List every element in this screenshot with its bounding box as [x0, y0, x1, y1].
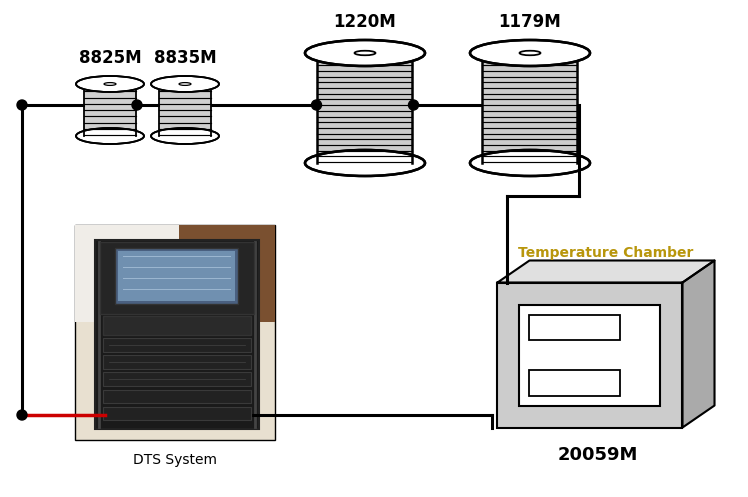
- Ellipse shape: [151, 76, 219, 92]
- Bar: [103, 407, 251, 420]
- Text: DTS System: DTS System: [133, 453, 217, 467]
- Ellipse shape: [305, 40, 425, 66]
- Ellipse shape: [104, 83, 116, 85]
- Bar: [103, 372, 251, 386]
- Text: 8825M: 8825M: [79, 49, 141, 67]
- Bar: [103, 355, 251, 369]
- Bar: [114, 248, 238, 304]
- Bar: [84, 84, 136, 136]
- Circle shape: [132, 100, 142, 110]
- Circle shape: [17, 100, 27, 110]
- Bar: [497, 282, 682, 427]
- Ellipse shape: [151, 128, 219, 144]
- Bar: [159, 84, 211, 136]
- Bar: [179, 225, 275, 322]
- Bar: [482, 53, 577, 163]
- Ellipse shape: [355, 51, 375, 55]
- Bar: [117, 250, 235, 301]
- Bar: [530, 315, 621, 340]
- Circle shape: [311, 100, 322, 110]
- Bar: [520, 305, 660, 406]
- Text: 1179M: 1179M: [499, 13, 562, 31]
- Bar: [95, 240, 259, 429]
- Bar: [317, 53, 412, 163]
- Ellipse shape: [179, 83, 191, 85]
- Polygon shape: [497, 260, 714, 282]
- Polygon shape: [682, 260, 714, 427]
- Circle shape: [408, 100, 418, 110]
- Ellipse shape: [520, 51, 541, 55]
- FancyBboxPatch shape: [100, 242, 254, 314]
- Bar: [103, 316, 251, 334]
- Bar: [530, 370, 621, 396]
- Bar: [75, 225, 179, 322]
- Ellipse shape: [76, 76, 144, 92]
- Text: 8835M: 8835M: [153, 49, 216, 67]
- Ellipse shape: [76, 128, 144, 144]
- Text: 20059M: 20059M: [558, 446, 638, 465]
- Text: Temperature Chamber: Temperature Chamber: [518, 246, 693, 259]
- Ellipse shape: [305, 150, 425, 176]
- Ellipse shape: [470, 40, 590, 66]
- Bar: [103, 390, 251, 403]
- Bar: [75, 225, 275, 440]
- Ellipse shape: [470, 150, 590, 176]
- Bar: [103, 338, 251, 352]
- Circle shape: [17, 410, 27, 420]
- Text: 1220M: 1220M: [334, 13, 396, 31]
